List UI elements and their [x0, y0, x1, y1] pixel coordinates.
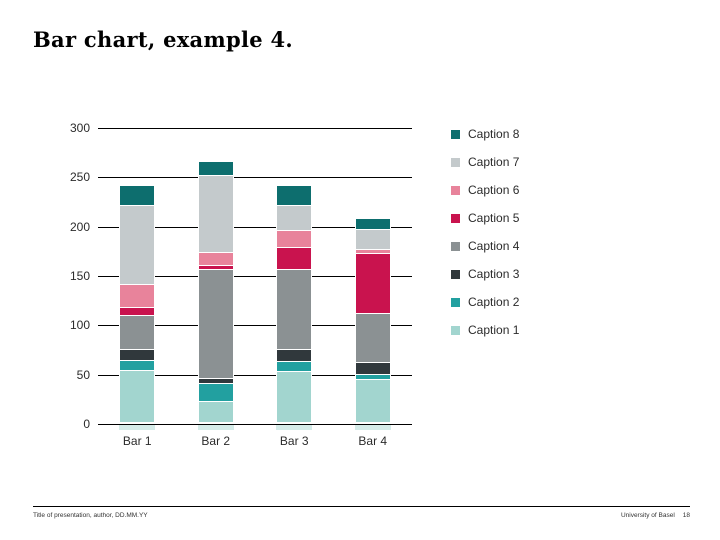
gridline	[98, 276, 412, 277]
bar-column	[197, 160, 234, 422]
legend-color-swatch	[451, 185, 460, 195]
legend-item-label: Caption 6	[468, 183, 520, 197]
legend-color-swatch	[451, 241, 460, 251]
bar-segment	[119, 205, 156, 284]
legend-item-label: Caption 8	[468, 127, 520, 141]
bar-column	[276, 185, 313, 422]
legend-color-swatch	[451, 157, 460, 167]
legend-item: Caption 3	[451, 260, 519, 288]
chart-legend: Caption 8 Caption 7 Caption 6 Caption 5 Capt…	[451, 120, 519, 344]
bar-segment	[119, 315, 156, 350]
gridline	[98, 325, 412, 326]
bar-column	[354, 217, 391, 422]
bar-segment	[276, 269, 313, 350]
bar-segment	[197, 382, 234, 402]
bar-segment	[276, 349, 313, 361]
gridline	[98, 424, 412, 425]
legend-color-swatch	[451, 129, 460, 139]
bar-segment	[197, 252, 234, 266]
x-axis-category-label: Bar 3	[279, 434, 309, 448]
bar-segment	[119, 283, 156, 307]
y-axis-tick-label: 50	[76, 368, 90, 382]
bar-segment	[354, 253, 391, 313]
bar-base-shadow	[354, 425, 391, 430]
bar-segment	[276, 229, 313, 248]
legend-item-label: Caption 2	[468, 295, 520, 309]
legend-item-label: Caption 3	[468, 267, 520, 281]
bar-base-shadow	[119, 425, 156, 430]
footer-right: University of Basel 18	[621, 512, 690, 519]
legend-item-label: Caption 1	[468, 323, 520, 337]
y-axis-tick-label: 200	[69, 220, 90, 234]
legend-item: Caption 5	[451, 204, 519, 232]
legend-item: Caption 7	[451, 148, 519, 176]
bar-segment	[276, 205, 313, 230]
gridline	[98, 375, 412, 376]
legend-color-swatch	[451, 269, 460, 279]
bar-segment	[197, 160, 234, 176]
bar-segment	[354, 378, 391, 422]
slide-title: Bar chart, example 4.	[33, 27, 294, 52]
page-number: 18	[682, 512, 690, 519]
bar-segment	[197, 265, 234, 270]
bar-segment	[197, 269, 234, 378]
bar-segment	[197, 377, 234, 383]
y-axis-tick-label: 100	[69, 318, 90, 332]
y-axis-tick-label: 0	[83, 417, 90, 431]
bar-segment	[354, 373, 391, 379]
bar-segment	[119, 349, 156, 360]
legend-item: Caption 4	[451, 232, 519, 260]
bar-segment	[276, 370, 313, 422]
bar-segment	[276, 360, 313, 371]
bar-column	[119, 185, 156, 422]
legend-item: Caption 1	[451, 316, 519, 344]
gridline	[98, 177, 412, 178]
legend-item-label: Caption 7	[468, 155, 520, 169]
y-axis-tick-label: 150	[69, 269, 90, 283]
bar-segment	[276, 185, 313, 205]
legend-item: Caption 2	[451, 288, 519, 316]
bar-segment	[354, 249, 391, 254]
bar-segment	[354, 361, 391, 374]
bar-segment	[354, 312, 391, 362]
bar-segment	[119, 369, 156, 422]
bar-segment	[354, 217, 391, 229]
bar-segment	[354, 228, 391, 250]
legend-color-swatch	[451, 213, 460, 223]
footer-institution-text: University of Basel	[620, 512, 675, 519]
legend-item: Caption 8	[451, 120, 519, 148]
bar-segment	[197, 175, 234, 253]
bar-segment	[119, 306, 156, 316]
plot-area: 0 50 100 150 200 250 300 Bar 1 Bar 2 Bar 3 Bar 4	[70, 121, 412, 448]
legend-item-label: Caption 4	[468, 239, 520, 253]
bar-segment	[197, 401, 234, 422]
gridline	[98, 128, 412, 129]
bar-segment	[119, 359, 156, 370]
x-axis-category-label: Bar 1	[122, 434, 152, 448]
legend-color-swatch	[451, 297, 460, 307]
footer-divider	[33, 506, 690, 507]
x-axis-category-label: Bar 2	[201, 434, 231, 448]
legend-color-swatch	[451, 325, 460, 335]
y-axis-tick-label: 300	[69, 121, 90, 135]
x-axis-category-label: Bar 4	[358, 434, 388, 448]
footer-left-text: Title of presentation, author, DD.MM.YY	[33, 512, 148, 519]
y-axis-tick-label: 250	[69, 170, 90, 184]
bar-segment	[119, 185, 156, 205]
bar-segment	[276, 247, 313, 270]
bar-base-shadow	[197, 425, 234, 430]
legend-item: Caption 6	[451, 176, 519, 204]
legend-item-label: Caption 5	[468, 211, 520, 225]
bar-base-shadow	[276, 425, 313, 430]
gridline	[98, 227, 412, 228]
